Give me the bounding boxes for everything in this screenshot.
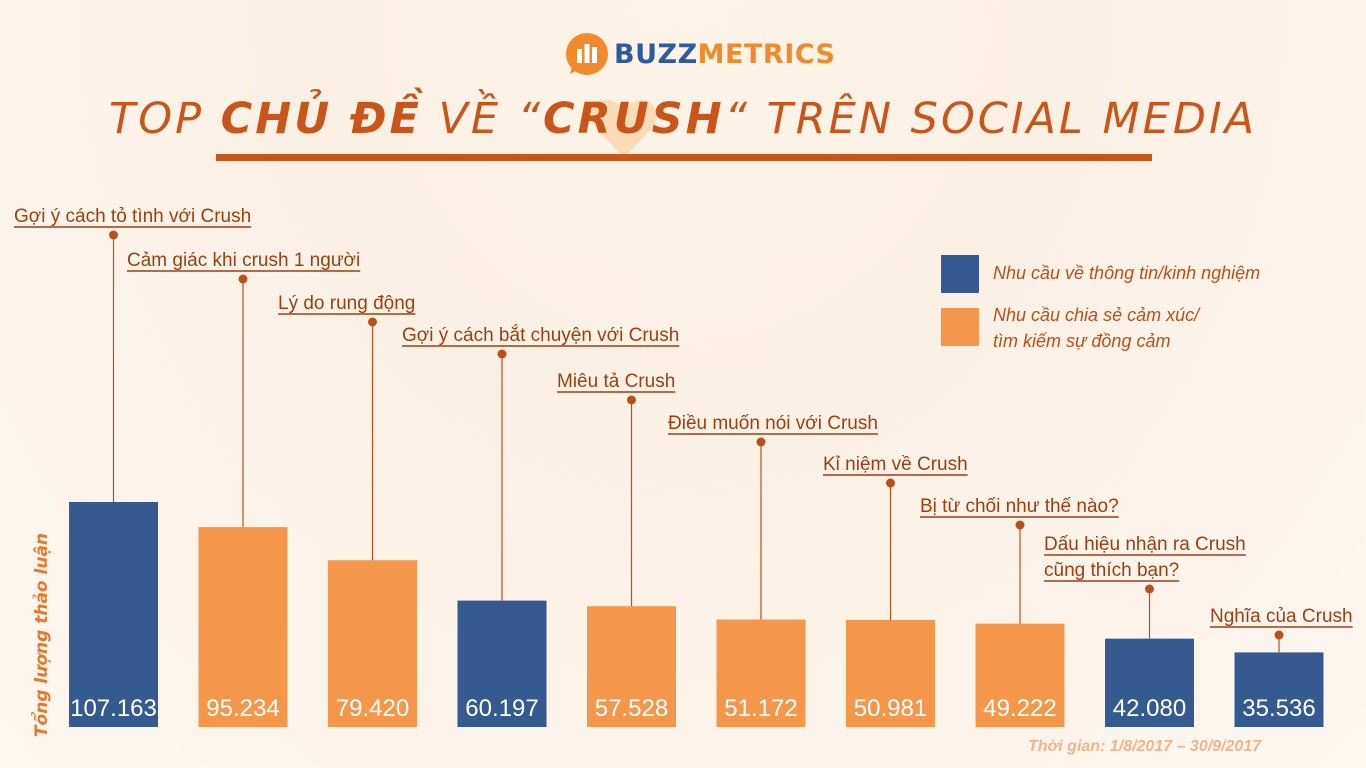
category-label: Miêu tả Crush xyxy=(557,371,675,392)
brand-name: BUZZMETRICS xyxy=(614,39,836,70)
brand-logo: BUZZMETRICS xyxy=(566,32,836,76)
category-label: Điều muốn nói với Crush xyxy=(668,413,878,434)
bar-value-label: 107.163 xyxy=(70,695,157,722)
legend-swatch-emotion xyxy=(941,308,979,346)
chart-title: TOP CHỦ ĐỀ VỀ “CRUSH“ TRÊN SOCIAL MEDIA xyxy=(0,94,1366,144)
title-part: VỀ “ xyxy=(421,94,544,144)
category-label: Gợi ý cách bắt chuyện với Crush xyxy=(402,324,679,346)
leader-dot xyxy=(1145,584,1154,594)
legend-label-info: Nhu cầu về thông tin/kinh nghiệm xyxy=(993,263,1261,283)
bar xyxy=(975,623,1065,727)
bar xyxy=(457,600,547,727)
leader-dot xyxy=(886,478,895,488)
category-label: Lý do rung động xyxy=(278,293,415,314)
brand-name-part2: METRICS xyxy=(697,38,836,70)
leader-dot xyxy=(368,317,377,327)
bar-value-label: 35.536 xyxy=(1242,695,1315,722)
bar-value-label: 57.528 xyxy=(595,695,668,722)
bar xyxy=(328,560,417,727)
bar-value-label: 95.234 xyxy=(206,695,279,722)
leader-dot xyxy=(1015,520,1025,530)
bar-value-label: 49.222 xyxy=(983,695,1056,722)
title-part: CHỦ ĐỀ xyxy=(220,94,422,144)
category-label: Kỉ niệm về Crush xyxy=(823,454,968,475)
category-label: Cảm giác khi crush 1 người xyxy=(127,250,360,271)
leader-dot xyxy=(627,395,636,405)
category-label: Dấu hiệu nhận ra Crush xyxy=(1044,534,1246,555)
legend-swatch-info xyxy=(941,255,979,293)
bar xyxy=(1105,638,1194,727)
category-label: Bị từ chối như thế nào? xyxy=(920,496,1119,517)
chart-logo-icon xyxy=(566,33,608,75)
leader-dot xyxy=(756,437,766,447)
title-part: TOP xyxy=(108,94,221,144)
legend-label-emotion: Nhu cầu chia sẻ cảm xúc/ tìm kiếm sự đồn… xyxy=(993,305,1200,351)
bar xyxy=(69,502,158,727)
bar-value-label: 50.981 xyxy=(854,695,927,722)
bar-value-label: 79.420 xyxy=(336,695,409,722)
leader-dot xyxy=(1274,630,1284,640)
bar xyxy=(846,619,935,727)
leader-dot xyxy=(238,274,248,284)
bar xyxy=(716,619,806,727)
category-label: Nghĩa của Crush xyxy=(1210,606,1353,627)
title-part: CRUSH xyxy=(543,94,725,144)
time-period-note: Thời gian: 1/8/2017 – 30/9/2017 xyxy=(1028,738,1262,755)
bar xyxy=(1234,652,1324,727)
title-underline xyxy=(216,154,1152,161)
bar-value-label: 60.197 xyxy=(465,695,538,722)
leader-dot xyxy=(109,230,118,240)
brand-name-part1: BUZZ xyxy=(614,38,698,70)
category-label: cũng thích bạn? xyxy=(1044,560,1179,581)
bar-value-label: 42.080 xyxy=(1113,695,1186,722)
title-part: “ TRÊN SOCIAL MEDIA xyxy=(724,94,1258,144)
y-axis-label: Tổng lượng thảo luận xyxy=(32,532,52,738)
category-label: Gợi ý cách tỏ tình với Crush xyxy=(14,206,251,227)
bar xyxy=(198,527,288,727)
heart-icon xyxy=(591,99,657,158)
bar xyxy=(587,606,676,727)
bar-value-label: 51.172 xyxy=(724,695,797,722)
leader-dot xyxy=(497,349,507,359)
